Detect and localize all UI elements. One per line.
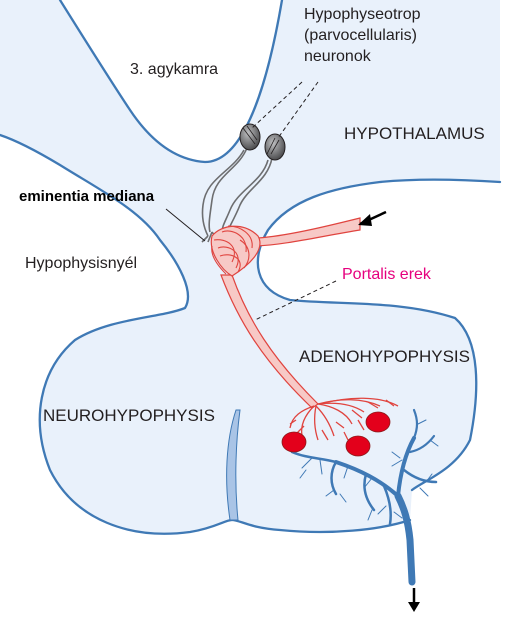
secondary-capillary-plexus [289, 397, 399, 443]
lobe-cleft [226, 409, 241, 521]
pointer-lines [165, 81, 337, 321]
endocrine-cell [345, 435, 371, 457]
hypophysisnyel-label: Hypophysisnyél [25, 255, 138, 272]
portal-vessels [210, 210, 399, 443]
adenohypophysis-label: ADENOHYPOPHYSIS [299, 347, 470, 366]
hypophyseotrop-line3: neuronok [304, 48, 371, 65]
neurohypophysis-label: NEUROHYPOPHYSIS [43, 406, 215, 425]
venous-drainage [289, 408, 439, 586]
hypophyseotrop-line2: (parvocellularis) [304, 27, 417, 44]
adenohypophysis-cells [281, 411, 391, 457]
hypophyseotrop-label: Hypophyseotrop (parvocellularis) neurono… [304, 4, 421, 67]
inflow-arrowhead [358, 214, 372, 226]
portalis-erek-label: Portalis erek [342, 266, 431, 283]
third-ventricle-label: 3. agykamra [130, 61, 219, 78]
endocrine-cell [365, 411, 391, 433]
hypothalamus-label: HYPOTHALAMUS [344, 124, 485, 143]
outflow-arrowhead [408, 602, 420, 612]
brain-tissue [0, 0, 500, 534]
endocrine-cell [281, 431, 307, 453]
tissue-outlines [0, 0, 502, 535]
hypophyseotrop-line1: Hypophyseotrop [304, 6, 421, 23]
eminentia-mediana-label: eminentia mediana [19, 188, 155, 205]
